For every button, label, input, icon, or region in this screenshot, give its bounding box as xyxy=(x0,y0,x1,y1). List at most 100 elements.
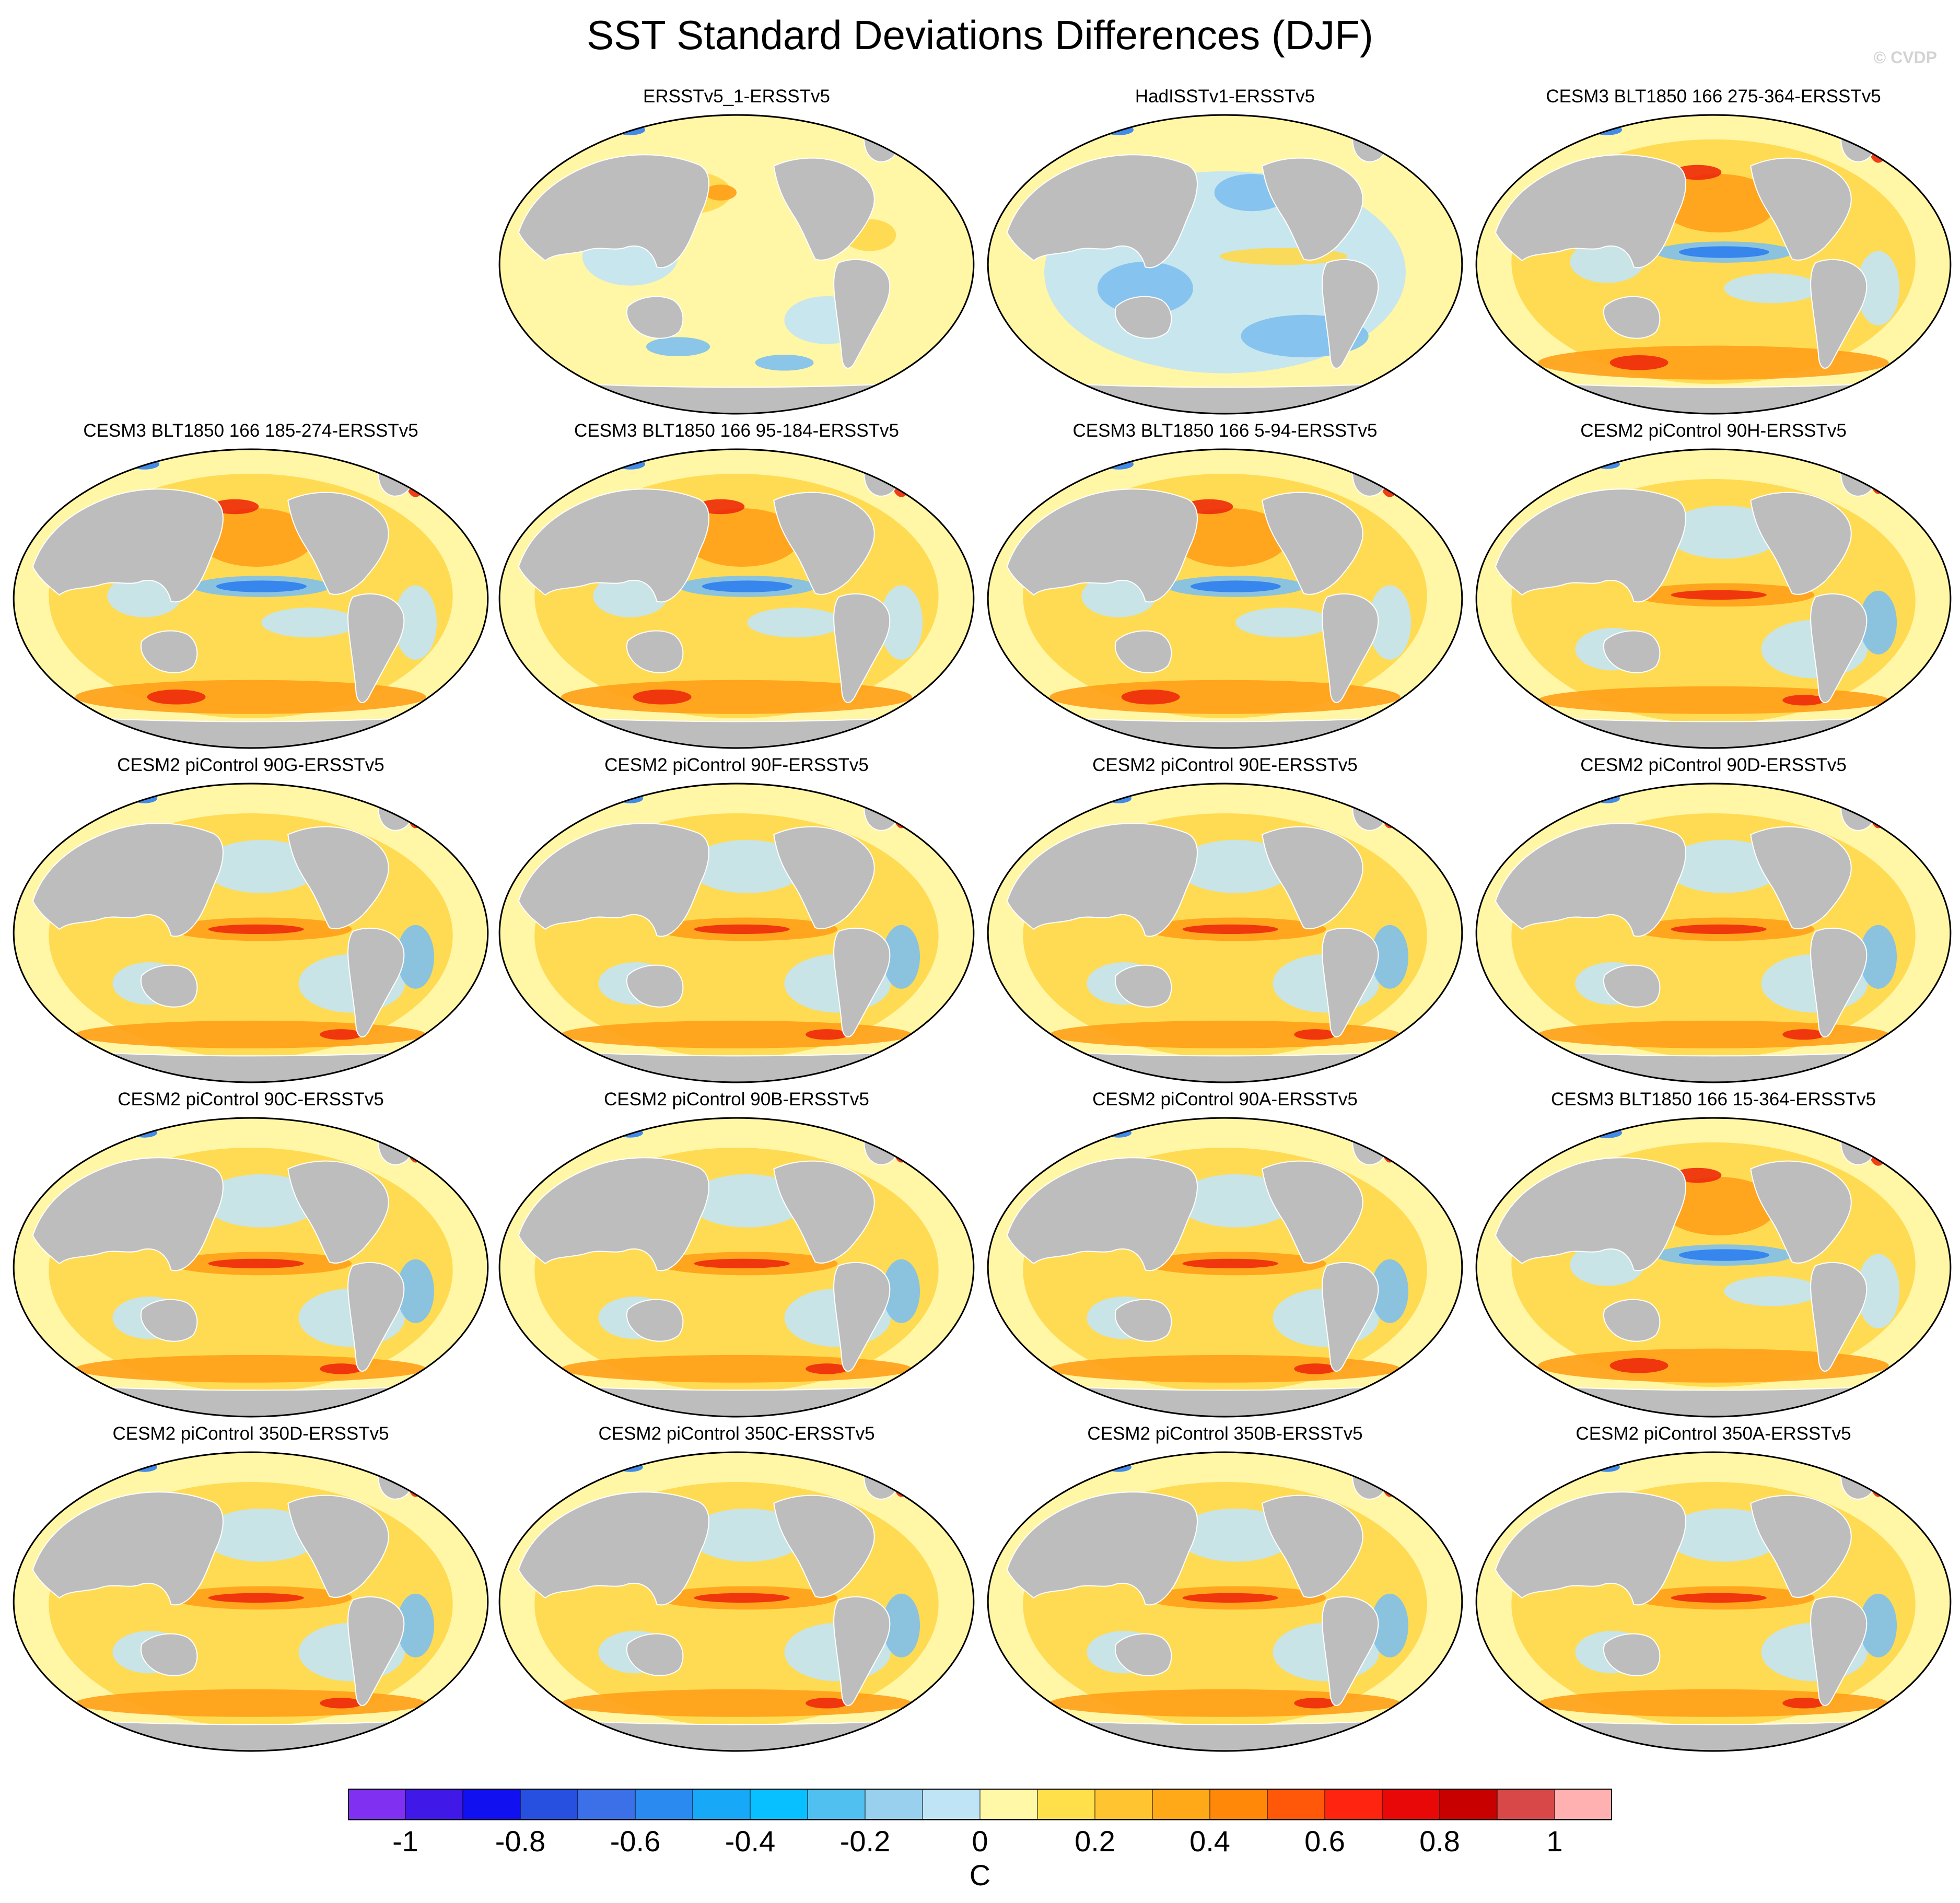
land-namerica xyxy=(773,157,875,261)
colorbar-tick-label: -0.2 xyxy=(839,1825,891,1858)
land-namerica xyxy=(1262,157,1363,261)
sst-anomaly-blob xyxy=(1177,1174,1294,1228)
map-svg xyxy=(987,448,1463,749)
sst-anomaly-blob xyxy=(1182,1593,1278,1603)
sst-anomaly-blob xyxy=(1660,174,1778,232)
sst-anomaly-blob xyxy=(408,1469,423,1497)
colorbar xyxy=(348,1789,1612,1820)
sst-anomaly-blob xyxy=(1665,1508,1783,1562)
map-svg xyxy=(498,448,975,749)
sst-anomaly-blob xyxy=(1190,580,1281,592)
panel-title: CESM2 piControl 90D-ERSSTv5 xyxy=(1580,755,1847,775)
land-australia xyxy=(626,630,684,673)
map-svg xyxy=(987,1451,1463,1752)
land-namerica xyxy=(773,1495,875,1598)
map-svg xyxy=(498,1451,975,1752)
sst-anomaly-blob xyxy=(1859,925,1897,989)
sst-anomaly-blob xyxy=(1538,345,1889,380)
sst-anomaly-blob xyxy=(894,1135,909,1163)
land-namerica xyxy=(1750,1495,1852,1598)
sst-anomaly-blob xyxy=(1371,1593,1409,1657)
colorbar-swatch xyxy=(348,1789,406,1820)
land-namerica xyxy=(773,1160,875,1264)
sst-anomaly-blob xyxy=(1724,1276,1820,1306)
map-outline xyxy=(987,783,1463,1083)
land-asia xyxy=(1495,1491,1686,1606)
sst-anomaly-blob xyxy=(1782,1698,1825,1709)
colorbar-tick-label: 0.8 xyxy=(1419,1825,1460,1858)
colorbar-swatch xyxy=(1267,1789,1325,1820)
land-namerica xyxy=(773,492,875,595)
sst-anomaly-blob xyxy=(1049,1355,1401,1383)
sst-anomaly-blob xyxy=(696,499,745,515)
map-panel: CESM3 BLT1850 166 5-94-ERSSTv5 xyxy=(985,418,1465,749)
map-panel: CESM2 piControl 90A-ERSSTv5 xyxy=(985,1087,1465,1418)
sst-anomaly-blob xyxy=(75,1689,426,1717)
colorbar-swatch xyxy=(1439,1789,1498,1820)
map-panel: ERSSTv5_1-ERSSTv5 xyxy=(496,84,977,415)
sst-anomaly-blob xyxy=(689,1174,806,1228)
map-panel: CESM3 BLT1850 166 185-274-ERSSTv5 xyxy=(10,418,491,749)
panel-title: CESM3 BLT1850 166 5-94-ERSSTv5 xyxy=(1072,421,1378,441)
map-panel: CESM2 piControl 350D-ERSSTv5 xyxy=(10,1421,491,1752)
sst-anomaly-blob xyxy=(203,1174,320,1228)
land-australia xyxy=(141,1633,198,1676)
sst-anomaly-blob xyxy=(1371,925,1409,989)
map-svg xyxy=(498,114,975,415)
land-namerica xyxy=(1750,826,1852,929)
map-panel: CESM2 piControl 350C-ERSSTv5 xyxy=(496,1421,977,1752)
panel-title: ERSSTv5_1-ERSSTv5 xyxy=(643,86,830,107)
sst-anomaly-blob xyxy=(203,839,320,893)
sst-anomaly-blob xyxy=(1871,800,1886,828)
land-asia xyxy=(32,823,224,937)
sst-anomaly-blob xyxy=(806,1698,848,1709)
sst-anomaly-blob xyxy=(1049,1020,1401,1048)
sst-anomaly-blob xyxy=(1177,839,1294,893)
sst-anomaly-blob xyxy=(894,800,909,828)
land-asia xyxy=(1495,1157,1686,1271)
sst-anomaly-blob xyxy=(1294,1029,1337,1040)
land-samerica xyxy=(1322,927,1379,1037)
land-samerica xyxy=(1810,1262,1868,1372)
land-asia xyxy=(518,154,709,268)
sst-anomaly-blob xyxy=(1678,1249,1769,1261)
land-asia xyxy=(32,1491,224,1606)
land-asia xyxy=(1006,154,1198,268)
land-namerica xyxy=(1750,492,1852,595)
colorbar-tick-label: -0.6 xyxy=(610,1825,661,1858)
sst-anomaly-blob xyxy=(208,1593,304,1603)
map-svg xyxy=(498,1117,975,1418)
sst-anomaly-blob xyxy=(894,1469,909,1497)
sst-anomaly-blob xyxy=(755,354,814,371)
map-outline xyxy=(987,1451,1463,1752)
colorbar-swatch xyxy=(1324,1789,1383,1820)
sst-anomaly-blob xyxy=(1185,499,1233,515)
map-outline xyxy=(1475,114,1952,415)
sst-anomaly-blob xyxy=(1665,505,1783,559)
sst-anomaly-blob xyxy=(1382,1469,1397,1497)
sst-anomaly-blob xyxy=(694,1593,790,1603)
sst-anomaly-blob xyxy=(689,839,806,893)
land-samerica xyxy=(1810,593,1868,703)
land-namerica xyxy=(287,1495,389,1598)
land-asia xyxy=(518,1491,709,1606)
colorbar-swatch xyxy=(1094,1789,1153,1820)
copyright-watermark: © CVDP xyxy=(1873,48,1937,67)
panel-title: CESM2 piControl 90H-ERSSTv5 xyxy=(1580,421,1847,441)
land-namerica xyxy=(287,492,389,595)
land-samerica xyxy=(1322,259,1379,369)
land-asia xyxy=(518,1157,709,1271)
land-asia xyxy=(1006,823,1198,937)
colorbar-border xyxy=(348,1789,1612,1820)
land-asia xyxy=(518,488,709,603)
map-panel: CESM2 piControl 350B-ERSSTv5 xyxy=(985,1421,1465,1752)
map-outline xyxy=(987,1117,1463,1418)
sst-anomaly-blob xyxy=(1859,1593,1897,1657)
sst-anomaly-blob xyxy=(1660,1177,1778,1235)
panel-title: CESM2 piControl 90B-ERSSTv5 xyxy=(604,1089,869,1110)
figure-title: SST Standard Deviations Differences (DJF… xyxy=(587,12,1373,58)
panel-title: CESM2 piControl 90E-ERSSTv5 xyxy=(1092,755,1358,775)
sst-anomaly-blob xyxy=(806,1029,848,1040)
map-svg xyxy=(1475,783,1952,1083)
sst-anomaly-blob xyxy=(211,499,259,515)
